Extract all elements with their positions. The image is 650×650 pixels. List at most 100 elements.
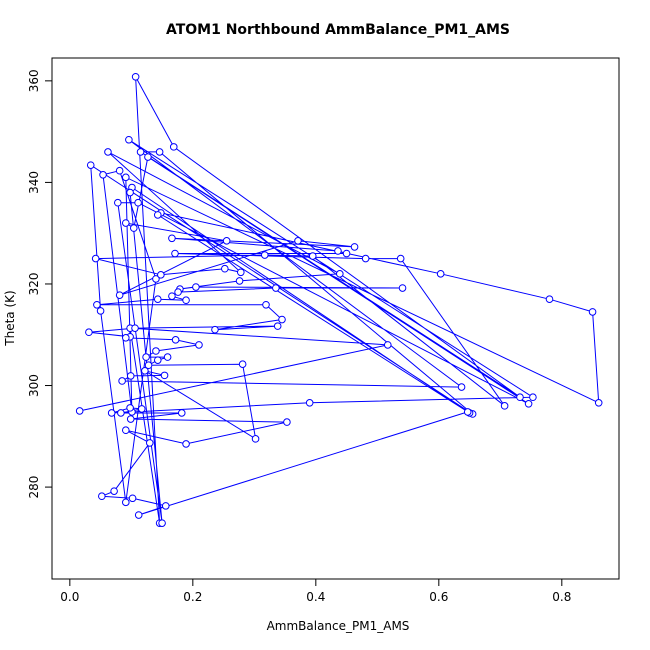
data-point	[134, 511, 143, 519]
data-point	[294, 237, 302, 245]
data-point	[128, 494, 137, 503]
data-point	[141, 367, 149, 375]
data-point	[238, 360, 247, 369]
data-point	[171, 249, 179, 258]
data-point	[125, 135, 133, 144]
data-point	[144, 361, 153, 370]
data-point	[594, 398, 603, 407]
data-point	[144, 153, 152, 161]
data-point	[93, 300, 101, 309]
plot-frame	[51, 57, 620, 580]
data-point	[107, 409, 116, 417]
data-point	[500, 402, 509, 410]
data-point	[117, 409, 125, 417]
data-point	[457, 383, 466, 391]
data-point	[383, 341, 392, 349]
x-tick-label: 0.6	[429, 590, 448, 604]
data-point	[463, 408, 472, 416]
data-point	[516, 393, 524, 402]
y-tick-label: 340	[27, 171, 41, 194]
data-point	[118, 377, 126, 385]
data-point	[278, 315, 286, 324]
data-point	[221, 264, 229, 273]
data-point	[155, 148, 164, 156]
data-point	[260, 251, 269, 259]
data-point	[171, 336, 180, 344]
data-point	[182, 440, 190, 448]
data-point	[137, 405, 146, 413]
data-point	[99, 170, 107, 179]
data-point	[251, 435, 260, 443]
data-point	[398, 284, 407, 292]
data-point	[152, 347, 160, 355]
data-point	[273, 322, 282, 330]
data-point	[168, 292, 176, 300]
data-point	[177, 409, 186, 417]
data-point	[121, 333, 130, 342]
x-tick-label: 0.8	[552, 590, 571, 604]
x-tick-label: 0.0	[60, 590, 79, 604]
data-point	[436, 270, 445, 278]
data-point	[211, 325, 219, 334]
data-point	[121, 426, 130, 435]
data-point	[126, 404, 134, 412]
data-point	[524, 400, 533, 408]
data-point	[91, 254, 100, 263]
data-point	[174, 288, 182, 296]
y-tick-label: 360	[27, 69, 41, 92]
data-point	[588, 308, 597, 316]
data-point	[192, 283, 200, 291]
data-point	[145, 439, 154, 447]
data-point	[195, 341, 203, 349]
data-point	[157, 271, 165, 279]
data-point	[222, 237, 231, 245]
data-point	[121, 173, 130, 182]
data-point	[152, 275, 160, 283]
data-point	[182, 296, 190, 305]
data-point	[121, 498, 130, 507]
data-point	[308, 252, 317, 260]
series-line	[79, 76, 600, 524]
data-point	[126, 188, 134, 197]
data-point	[153, 356, 162, 364]
y-tick-label: 300	[27, 374, 41, 397]
data-point	[545, 295, 554, 304]
chart-title: ATOM1 Northbound AmmBalance_PM1_AMS	[166, 22, 510, 38]
y-axis-label: Theta (K)	[3, 290, 17, 346]
data-point	[98, 492, 106, 501]
data-point	[153, 211, 162, 219]
data-point	[75, 407, 84, 415]
data-point	[136, 148, 145, 156]
data-point	[334, 247, 342, 255]
y-tick-label: 320	[27, 273, 41, 296]
data-point	[342, 249, 351, 258]
data-point	[114, 198, 122, 207]
data-point	[85, 328, 93, 337]
x-axis-label: AmmBalance_PM1_AMS	[267, 619, 410, 633]
x-tick-label: 0.2	[183, 590, 202, 604]
data-point	[262, 300, 270, 309]
data-point	[158, 519, 166, 527]
data-point	[121, 219, 130, 227]
data-point	[115, 166, 124, 175]
y-tick-label: 280	[27, 476, 41, 499]
data-point	[361, 254, 370, 263]
data-point	[96, 307, 105, 315]
data-point	[168, 234, 176, 243]
data-point	[305, 398, 314, 407]
data-point	[336, 270, 344, 278]
data-point	[153, 295, 162, 304]
data-point	[169, 143, 178, 151]
data-point	[131, 324, 139, 332]
data-point	[104, 148, 112, 156]
data-point	[110, 487, 118, 495]
data-point	[235, 277, 244, 285]
x-tick-label: 0.4	[306, 590, 325, 604]
data-point	[529, 393, 537, 402]
data-point	[126, 415, 135, 423]
data-point	[163, 353, 172, 361]
data-point	[161, 502, 170, 510]
data-point	[134, 198, 142, 207]
data-point	[396, 254, 405, 263]
